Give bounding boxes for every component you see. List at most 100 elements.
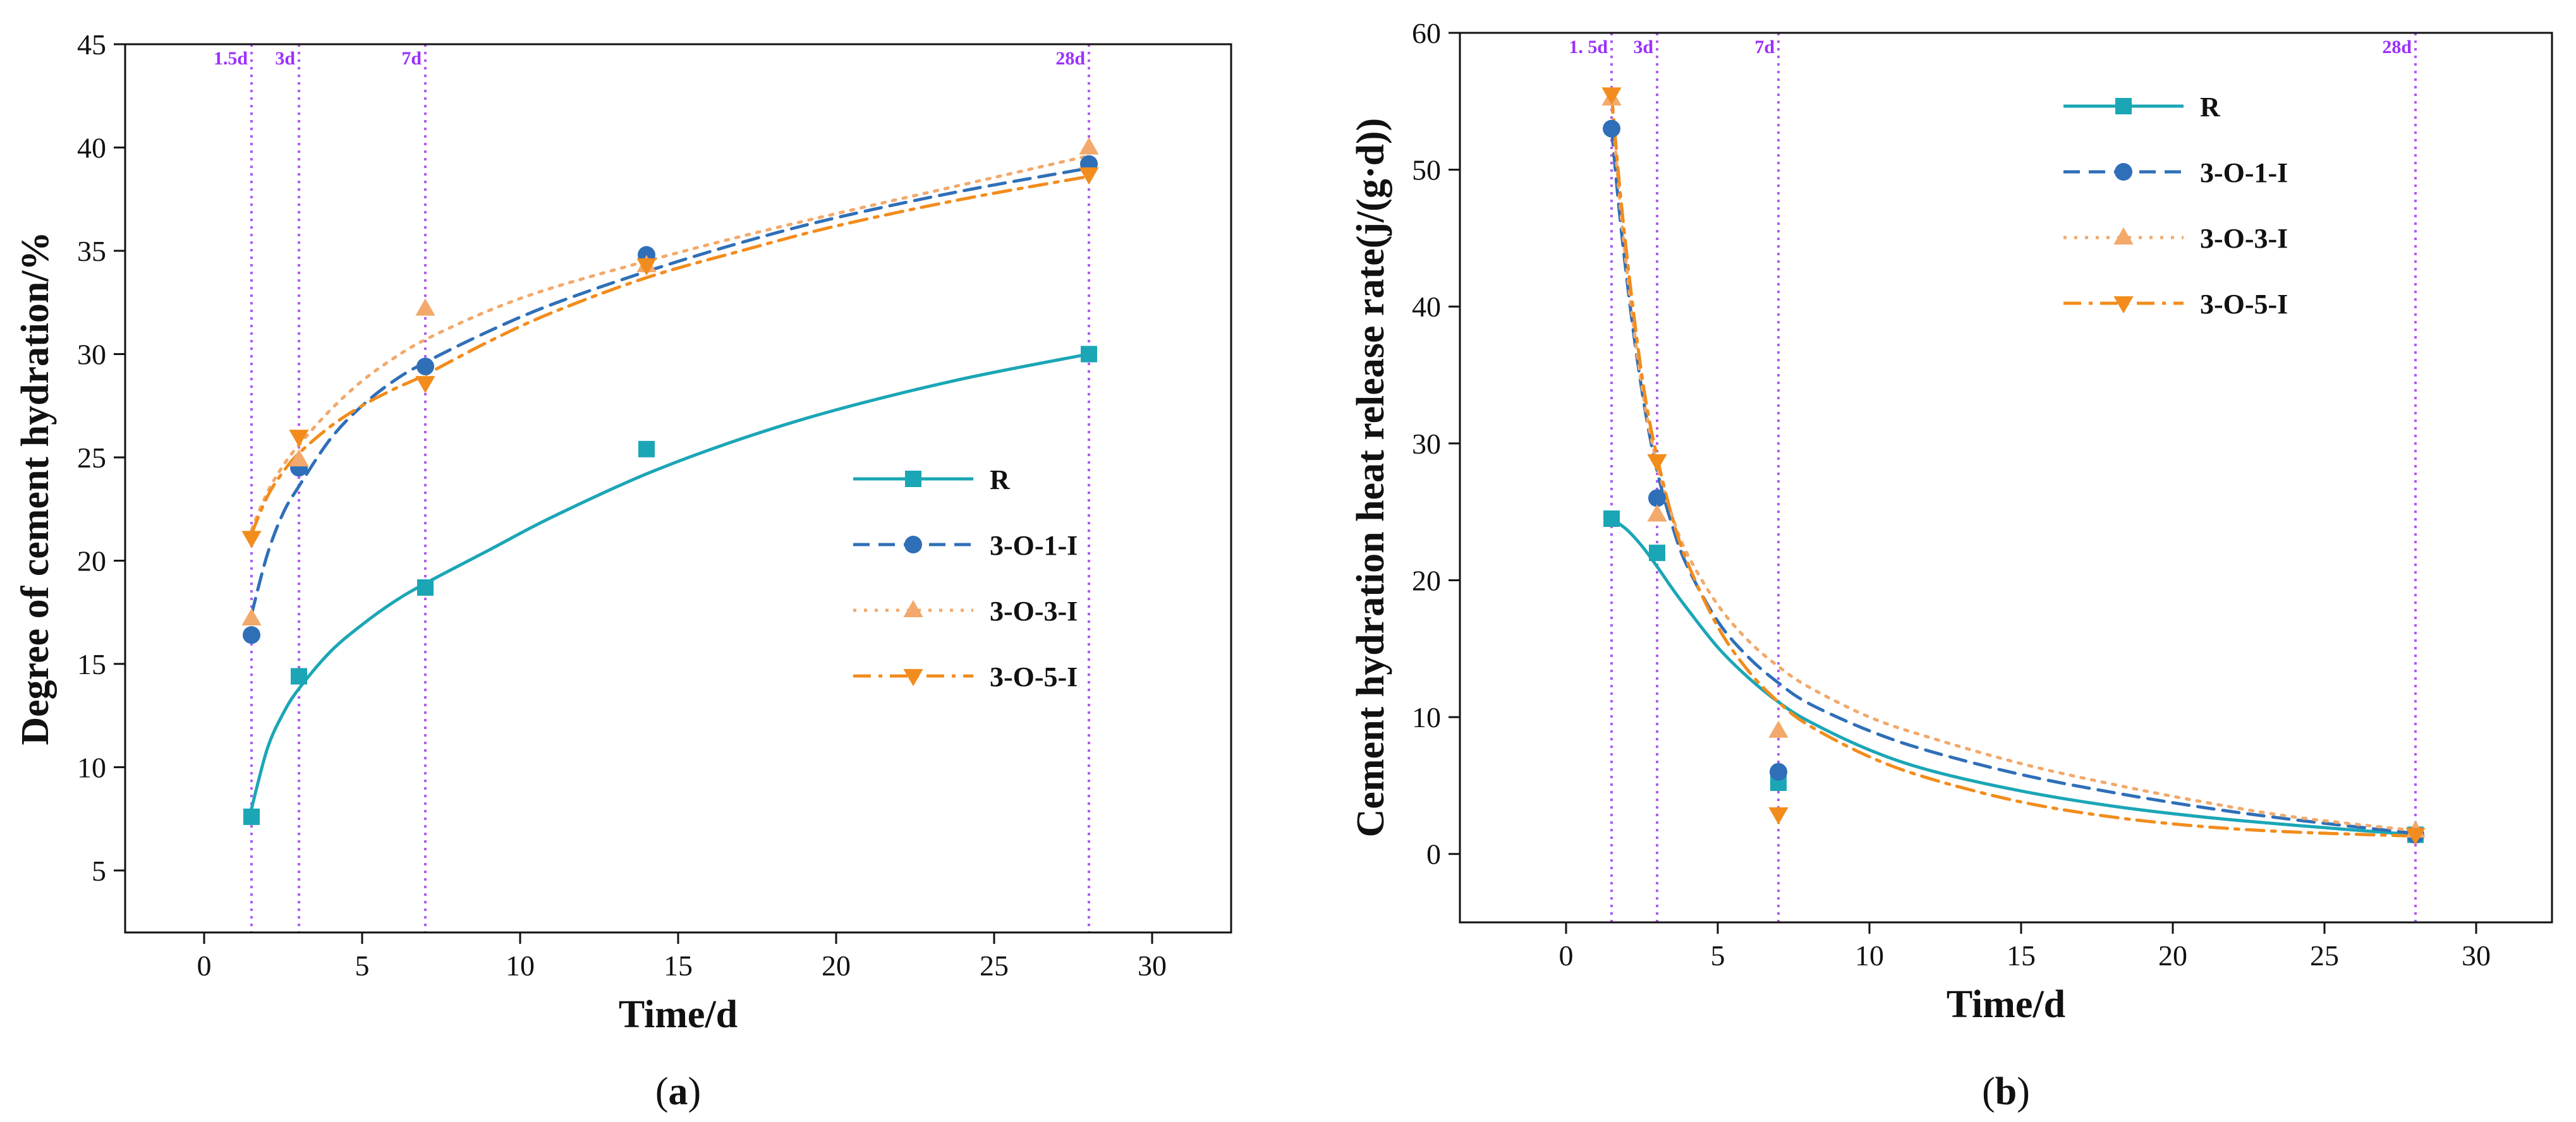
data-point-b-R-0 <box>1603 510 1620 527</box>
fit-line-b-O1 <box>1610 127 2417 835</box>
x-tick-label-b-4: 20 <box>2158 939 2187 972</box>
fit-line-a-O5 <box>250 174 1091 536</box>
data-point-b-R-1 <box>1649 545 1665 562</box>
chart-panel-b: 1. 5d 3d 7d 28d 0 5 10 15 20 25 30 0 10 20 30 40 50 60 T… <box>1349 17 2553 1113</box>
y-axis-title-b: Cement hydration heat release rate(j/(g·… <box>1349 118 1392 838</box>
data-point-a-R-3 <box>638 440 655 457</box>
fit-line-a-R <box>250 352 1091 811</box>
reference-label-a-1: 3d <box>275 48 295 69</box>
legend-label-a-O5: 3-O-5-I <box>990 661 1078 692</box>
plot-frame-a <box>124 43 1232 934</box>
data-point-b-O5-2 <box>1768 807 1789 825</box>
data-point-b-O1-2 <box>1770 763 1787 781</box>
legend-marker-a-O1 <box>904 536 922 553</box>
data-point-a-O5-2 <box>415 376 435 394</box>
data-point-a-O3-4 <box>1079 137 1099 155</box>
y-tick-label-a-6: 35 <box>77 235 106 267</box>
data-point-a-O1-0 <box>243 626 260 644</box>
x-tick-label-b-5: 25 <box>2310 939 2339 972</box>
y-tick-label-b-5: 50 <box>1412 154 1441 186</box>
legend-marker-a-O5 <box>903 668 923 687</box>
panel-caption-b: (b) <box>1982 1070 2030 1113</box>
reference-label-b-1: 3d <box>1633 37 1653 57</box>
x-tick-label-b-6: 30 <box>2462 939 2491 972</box>
data-point-b-O3-1 <box>1647 504 1667 522</box>
y-tick-label-b-3: 30 <box>1412 428 1441 460</box>
x-tick-label-a-3: 15 <box>664 950 693 982</box>
legend-label-a-R: R <box>990 464 1011 495</box>
reference-label-a-0: 1.5d <box>214 48 248 69</box>
y-tick-label-b-4: 40 <box>1412 291 1441 323</box>
reference-label-a-2: 7d <box>401 48 422 69</box>
plot-frame-b <box>1459 32 2553 924</box>
data-point-a-R-0 <box>243 808 260 825</box>
legend-label-b-O1: 3-O-1-I <box>2200 157 2288 188</box>
x-tick-label-a-2: 10 <box>506 950 535 982</box>
y-tick-label-a-7: 40 <box>77 131 106 164</box>
reference-label-b-0: 1. 5d <box>1569 37 1608 57</box>
x-tick-label-a-0: 0 <box>197 950 212 982</box>
legend-label-a-O3: 3-O-3-I <box>990 596 1078 627</box>
y-tick-label-b-1: 10 <box>1412 701 1441 733</box>
x-axis-title-a: Time/d <box>619 993 738 1036</box>
y-tick-label-a-5: 30 <box>77 338 106 370</box>
data-point-a-R-4 <box>1081 346 1097 363</box>
data-point-b-O5-0 <box>1601 87 1622 105</box>
y-tick-label-a-8: 45 <box>77 28 106 61</box>
data-point-b-O3-2 <box>1768 720 1789 738</box>
data-point-a-O5-3 <box>636 258 657 276</box>
legend-label-b-R: R <box>2200 92 2221 123</box>
legend-marker-a-O3 <box>903 600 923 618</box>
x-axis-title-b: Time/d <box>1947 983 2065 1026</box>
reference-label-b-2: 7d <box>1754 37 1775 57</box>
x-tick-label-b-2: 10 <box>1855 939 1884 972</box>
legend-marker-b-O5 <box>2113 296 2134 314</box>
fit-line-a-O1 <box>250 166 1091 616</box>
y-tick-label-b-6: 60 <box>1412 17 1441 49</box>
data-point-a-R-1 <box>291 668 307 685</box>
y-axis-title-a: Degree of cement hydration/% <box>14 231 57 745</box>
legend-marker-b-O1 <box>2115 163 2132 181</box>
data-point-a-O5-4 <box>1079 167 1099 185</box>
x-tick-label-a-5: 25 <box>980 950 1009 982</box>
legend-label-a-O1: 3-O-1-I <box>990 530 1078 561</box>
reference-label-a-3: 28d <box>1055 48 1085 69</box>
legend-label-b-O5: 3-O-5-I <box>2200 289 2288 320</box>
data-point-a-O3-1 <box>289 449 309 467</box>
data-point-a-O3-2 <box>415 298 435 316</box>
y-tick-label-a-1: 10 <box>77 751 106 783</box>
data-point-a-O3-0 <box>241 608 262 626</box>
data-point-a-O5-1 <box>289 430 309 447</box>
y-tick-label-a-0: 5 <box>92 855 106 887</box>
legend-marker-b-R <box>2115 98 2132 114</box>
y-tick-label-b-0: 0 <box>1426 838 1441 871</box>
x-tick-label-a-6: 30 <box>1138 950 1167 982</box>
legend-label-b-O3: 3-O-3-I <box>2200 223 2288 254</box>
data-point-b-O1-0 <box>1603 119 1620 138</box>
data-point-a-R-2 <box>417 579 434 596</box>
y-tick-label-a-3: 20 <box>77 545 106 577</box>
panel-caption-a: (a) <box>655 1070 701 1113</box>
y-tick-label-a-4: 25 <box>77 442 106 474</box>
data-point-b-O5-1 <box>1647 454 1667 472</box>
reference-label-b-3: 28d <box>2382 37 2412 57</box>
data-point-b-O5-3 <box>2405 828 2426 845</box>
fit-line-b-O3 <box>1610 97 2417 833</box>
chart-panel-a: 1.5d 3d 7d 28d 0 5 10 15 20 25 30 5 10 15 20 25 30 35 40 4… <box>14 28 1232 1113</box>
legend-marker-a-R <box>905 471 921 487</box>
y-tick-label-b-2: 20 <box>1412 564 1441 596</box>
data-point-a-O5-0 <box>241 531 262 548</box>
x-tick-label-b-3: 15 <box>2007 939 2036 972</box>
legend-marker-b-O3 <box>2113 227 2134 245</box>
fit-line-b-O5 <box>1610 92 2417 838</box>
x-tick-label-a-4: 20 <box>822 950 851 982</box>
data-point-a-O1-2 <box>416 358 434 376</box>
x-tick-label-b-1: 5 <box>1711 939 1725 972</box>
fit-line-b-R <box>1610 517 2417 836</box>
x-tick-label-a-1: 5 <box>355 950 370 982</box>
fit-line-a-O3 <box>250 154 1091 531</box>
y-tick-label-a-2: 15 <box>77 648 106 680</box>
x-tick-label-b-0: 0 <box>1559 939 1574 972</box>
data-point-b-O1-1 <box>1648 489 1666 507</box>
